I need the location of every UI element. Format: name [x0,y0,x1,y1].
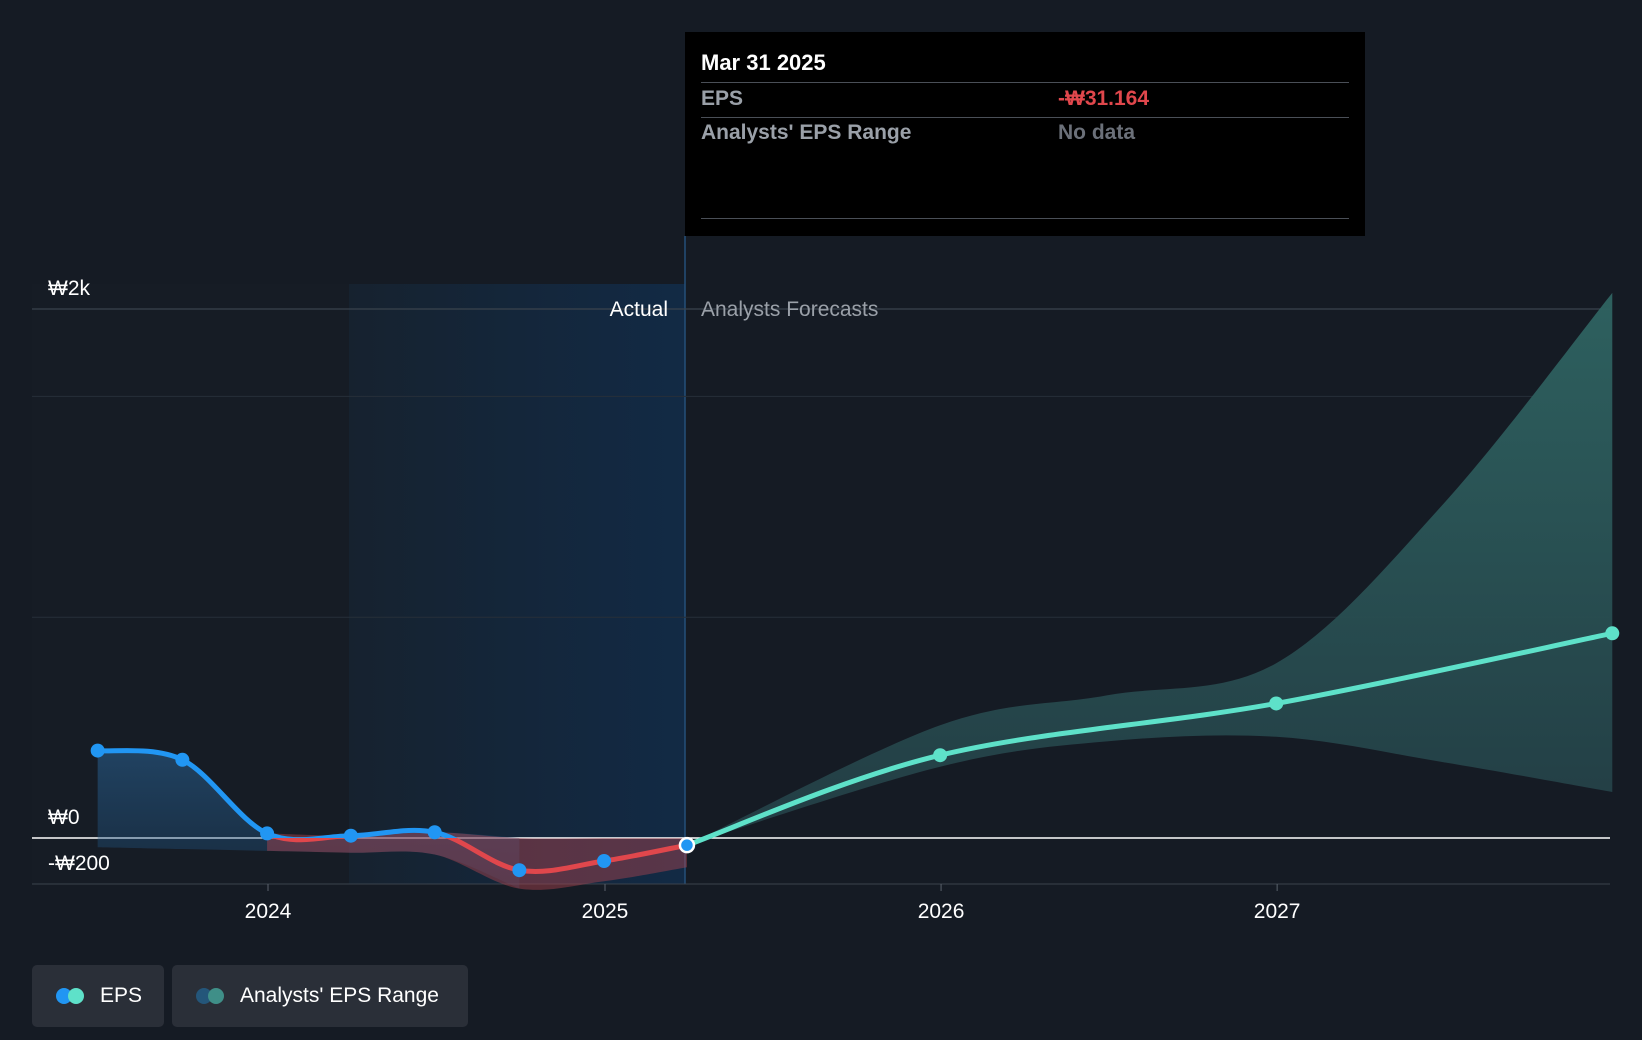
tooltip-divider [701,117,1349,118]
actual-band [349,284,685,884]
eps-actual-point [175,752,190,767]
eps-actual-point [90,743,105,758]
eps-actual-point [427,825,442,840]
eps-forecast-point [1269,696,1284,711]
x-tick-label: 2025 [582,900,629,923]
tooltip-divider [701,82,1349,83]
legend-range-icon [196,988,226,1004]
tooltip-range-value: No data [1058,121,1136,144]
eps-actual-line-positive [95,748,458,838]
section-label-forecast: Analysts Forecasts [701,298,878,321]
eps-actual-line-negative [272,838,690,874]
y-tick-label: -₩200 [48,852,110,875]
tooltip-eps-value: -₩31.164 [1058,87,1150,110]
eps-actual-point [597,854,612,868]
legend-eps-icon [56,988,86,1004]
x-tick-label: 2024 [245,900,292,923]
legend-eps-button[interactable]: EPS [32,965,164,1027]
tooltip-eps-label: EPS [701,87,744,110]
eps-forecast-line [684,630,1615,848]
eps-actual-point [512,863,527,878]
actual-range-area-positive [97,750,520,889]
eps-forecast-point [933,748,948,763]
x-tick-label: 2027 [1254,900,1301,923]
eps-forecast-point [1605,626,1620,641]
actual-range-area-negative [267,832,687,890]
eps-highlight-point [678,836,696,854]
forecast-range-area [686,292,1613,846]
x-tick-label: 2026 [918,900,965,923]
y-tick-label: ₩2k [48,277,91,300]
section-label-actual: Actual [610,298,668,321]
legend-eps-label: EPS [100,984,143,1007]
legend-range-button[interactable]: Analysts' EPS Range [172,965,468,1027]
eps-actual-point [343,828,358,843]
eps-actual-point [260,826,275,841]
tooltip-range-label: Analysts' EPS Range [701,121,912,144]
y-tick-label: ₩0 [48,806,80,829]
legend-range-label: Analysts' EPS Range [240,984,439,1007]
tooltip: Mar 31 2025 EPS -₩31.164 Analysts' EPS R… [685,32,1365,236]
tooltip-divider [701,218,1349,219]
tooltip-date: Mar 31 2025 [701,50,826,75]
